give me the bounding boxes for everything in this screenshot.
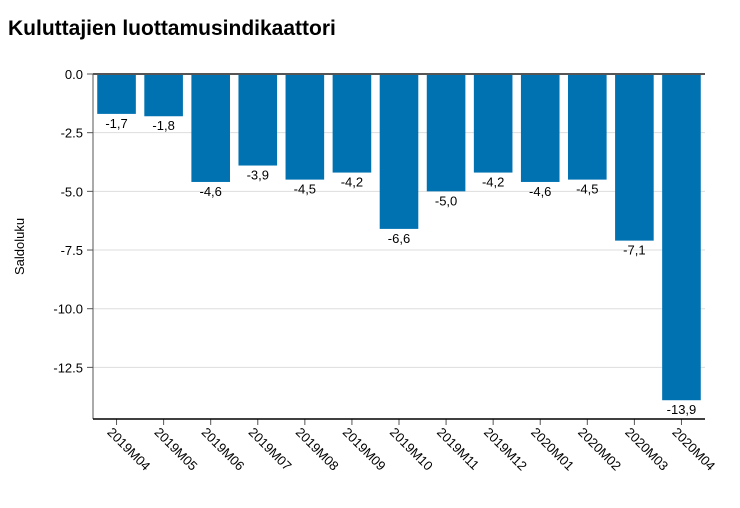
bar <box>238 74 278 166</box>
x-tick-label: 2020M03 <box>622 425 671 474</box>
data-labels: -1,7 -1,8 -4,6 -3,9 -4,5 -4,2 -6,6 -5,0 -4,2 -4,6… <box>105 116 696 417</box>
y-tick-label: -7.5 <box>61 243 83 258</box>
bars <box>97 74 701 401</box>
x-tick-label: 2020M02 <box>575 425 624 474</box>
y-tick-label: -10.0 <box>53 302 83 317</box>
data-label: -4,5 <box>576 182 598 197</box>
x-tick-label: 2019M07 <box>246 425 295 474</box>
bar <box>520 74 560 182</box>
chart-title: Kuluttajien luottamusindikaattori <box>8 17 336 40</box>
bar <box>285 74 325 180</box>
bar <box>426 74 466 192</box>
x-tick-label: 2019M06 <box>199 425 248 474</box>
bar <box>97 74 136 114</box>
bar <box>473 74 513 173</box>
bar <box>379 74 419 229</box>
data-label: -4,5 <box>294 182 316 197</box>
bar <box>144 74 183 117</box>
x-tick-label: 2019M05 <box>151 425 200 474</box>
bar <box>332 74 372 173</box>
x-tick-label: 2019M08 <box>293 425 342 474</box>
data-label: -13,9 <box>667 402 697 417</box>
x-tick-label: 2019M04 <box>104 425 153 474</box>
data-label: -7,1 <box>623 243 645 258</box>
data-label: -1,8 <box>152 118 174 133</box>
data-label: -3,9 <box>247 168 269 183</box>
data-label: -4,2 <box>341 175 363 190</box>
x-tick-label: 2019M11 <box>434 425 482 473</box>
data-label: -1,7 <box>105 116 127 131</box>
bar <box>615 74 654 241</box>
y-tick-label: -5.0 <box>61 184 83 199</box>
x-tick-labels: 2019M042019M052019M062019M072019M082019M… <box>104 425 718 474</box>
bar <box>568 74 607 180</box>
bar <box>191 74 230 182</box>
data-label: -4,6 <box>529 184 551 199</box>
y-tick-label: -12.5 <box>53 360 83 375</box>
data-label: -5,0 <box>435 193 457 208</box>
x-tick-label: 2019M12 <box>481 425 530 474</box>
bar <box>662 74 701 401</box>
x-tick-label: 2020M04 <box>669 425 718 474</box>
y-tick-labels: 0.0 -2.5 -5.0 -7.5 -10.0 -12.5 <box>53 67 83 375</box>
y-tick-label: 0.0 <box>65 67 83 82</box>
x-tick-label: 2019M09 <box>340 425 389 474</box>
y-axis-title: Saldoluku <box>12 218 27 275</box>
data-label: -6,6 <box>388 231 410 246</box>
data-label: -4,6 <box>199 184 221 199</box>
axes <box>92 73 705 420</box>
y-tick-label: -2.5 <box>61 126 83 141</box>
x-tick-label: 2020M01 <box>528 425 577 474</box>
x-tick-label: 2019M10 <box>387 425 436 474</box>
data-label: -4,2 <box>482 175 504 190</box>
